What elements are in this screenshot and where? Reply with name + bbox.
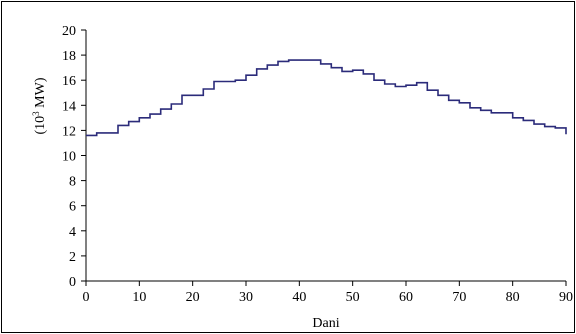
y-tick-label: 10	[62, 150, 76, 165]
y-tick-label: 8	[69, 175, 76, 190]
x-tick-label: 80	[506, 290, 520, 305]
y-axis-title: (103 MW)	[31, 77, 48, 134]
y-tick-label: 2	[69, 250, 76, 265]
x-tick-label: 70	[452, 290, 466, 305]
x-tick-label: 50	[346, 290, 360, 305]
x-tick-label: 60	[399, 290, 413, 305]
y-axis: 0 2 4 6 8 10 12 14 16 18 20	[62, 24, 86, 290]
y-tick-label: 20	[62, 24, 76, 39]
y-tick-label: 6	[69, 200, 76, 215]
x-tick-label: 90	[559, 290, 573, 305]
y-tick-label: 4	[69, 225, 76, 240]
x-tick-label: 10	[132, 290, 146, 305]
y-tick-label: 0	[69, 275, 76, 290]
x-tick-label: 0	[83, 290, 90, 305]
x-axis-title: Dani	[312, 316, 339, 331]
x-tick-label: 40	[292, 290, 306, 305]
x-tick-label: 20	[186, 290, 200, 305]
series-line	[86, 59, 567, 137]
y-tick-label: 14	[62, 99, 76, 114]
x-tick-label: 30	[239, 290, 253, 305]
x-axis: 0 10 20 30 40 50 60 70 80 90	[83, 281, 573, 305]
y-tick-label: 12	[62, 124, 76, 139]
y-tick-label: 16	[62, 74, 76, 89]
y-tick-label: 18	[62, 49, 76, 64]
